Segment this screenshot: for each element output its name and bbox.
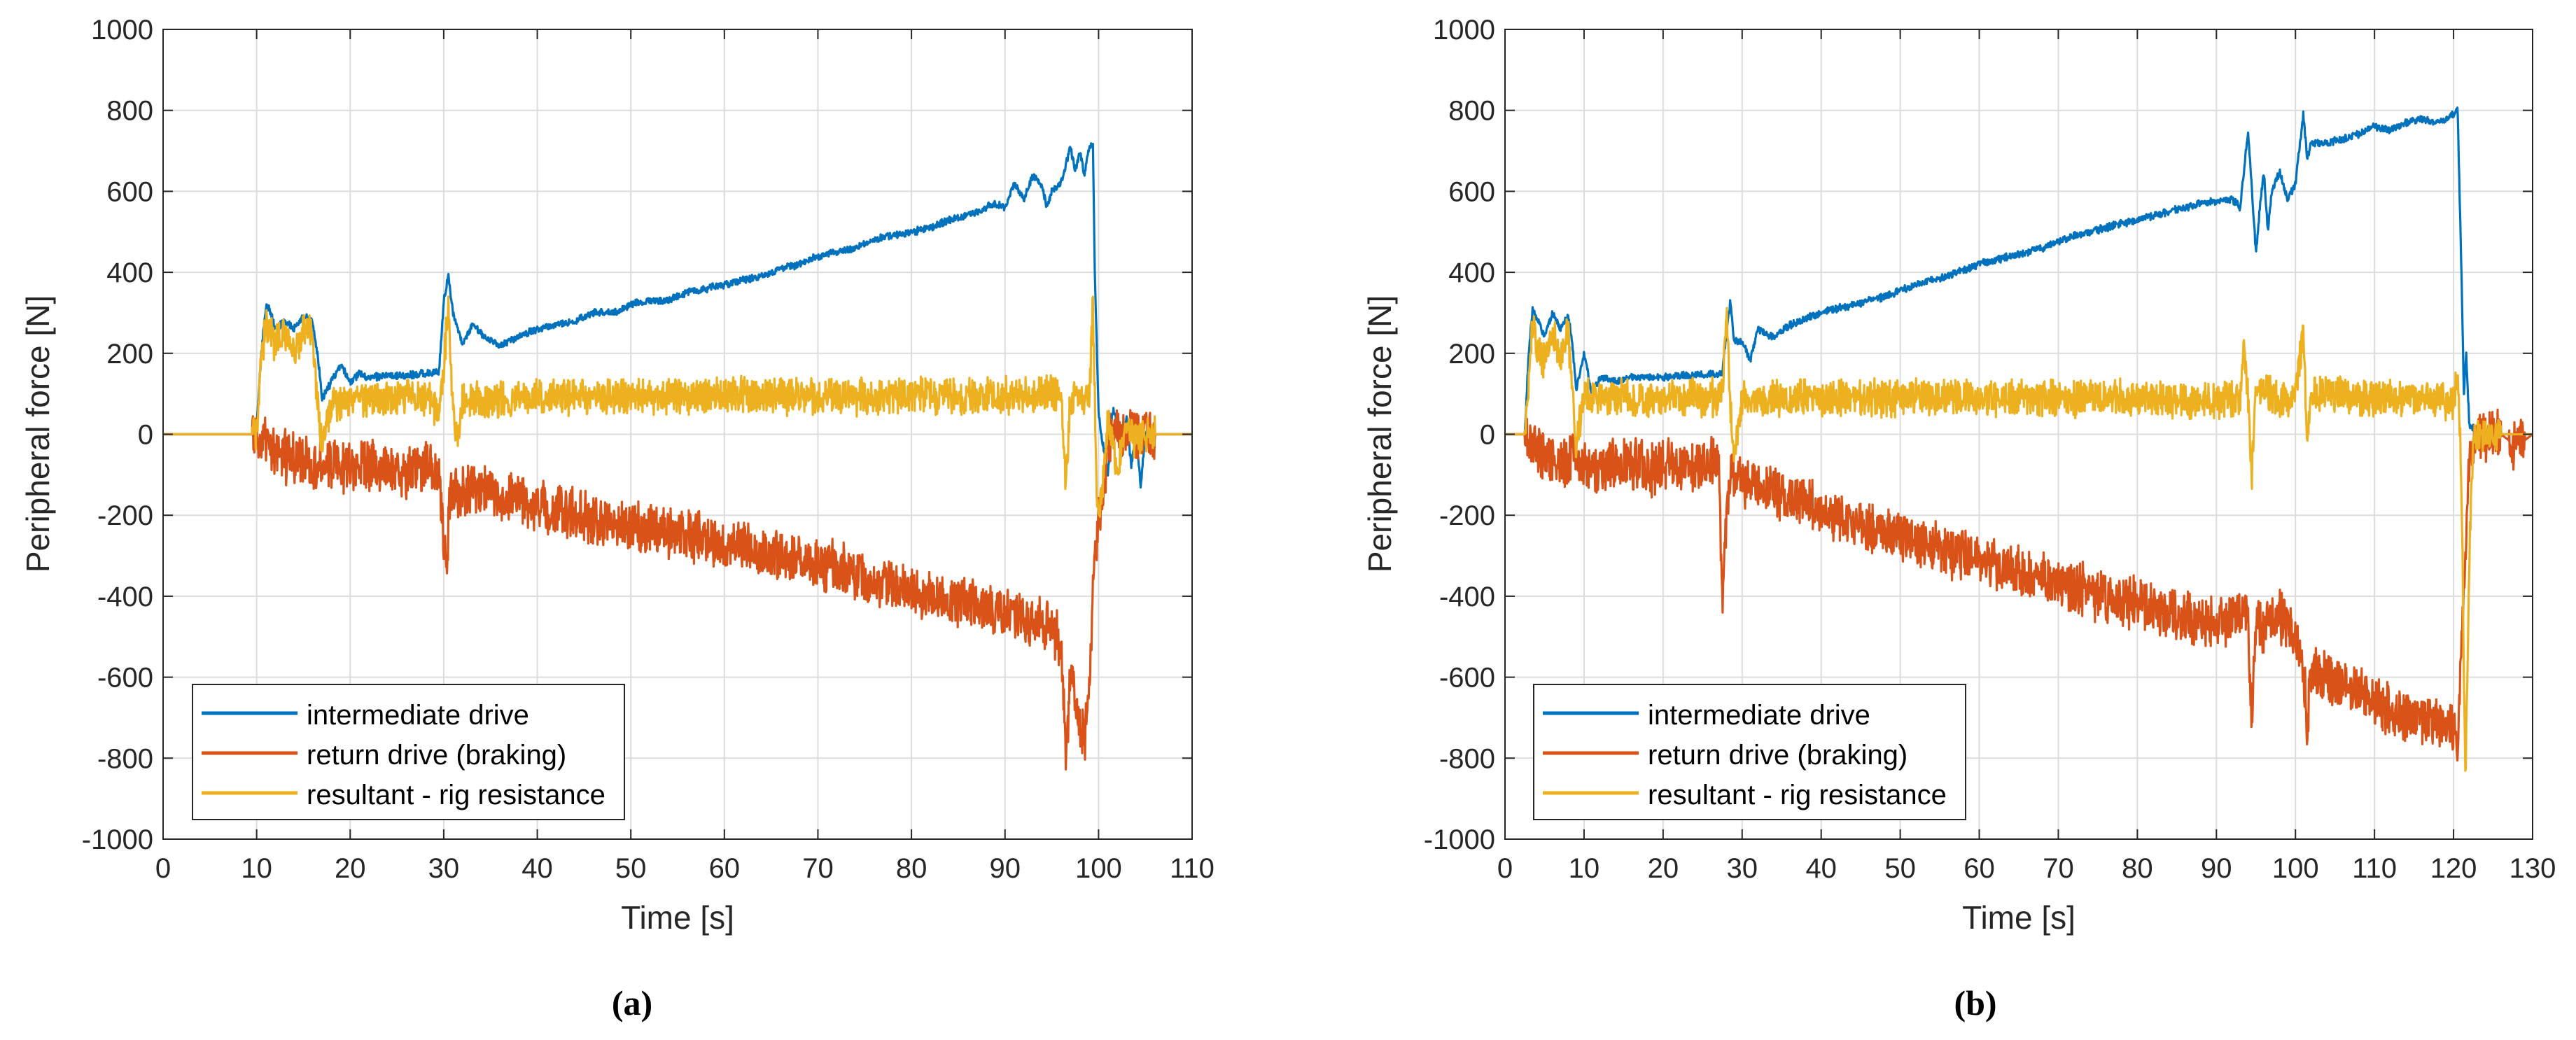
series-line-resultant-rig-resistance — [1504, 307, 2533, 772]
x-tick-label: 40 — [1805, 853, 1837, 884]
x-tick-label: 120 — [2430, 853, 2477, 884]
series-line-intermediate-drive — [162, 142, 1193, 489]
y-tick-label: 400 — [1448, 258, 1495, 288]
y-tick-label: 1000 — [1433, 15, 1495, 45]
panel-a-caption: (a) — [612, 983, 652, 1023]
x-tick-label: 30 — [1727, 853, 1758, 884]
y-tick-label: 600 — [106, 176, 153, 207]
y-tick-label: -600 — [1439, 663, 1495, 694]
y-tick-label: -200 — [97, 500, 153, 531]
x-tick-label: 60 — [1963, 853, 1995, 884]
panel-b-series — [1504, 106, 2533, 772]
y-tick-label: 800 — [106, 96, 153, 127]
panel-a-series — [162, 142, 1193, 771]
x-tick-label: 70 — [2043, 853, 2074, 884]
series-line-return-drive-braking — [162, 409, 1193, 771]
panel-b-legend-label-resultant: resultant - rig resistance — [1648, 780, 1947, 810]
panel-a-y-axis-label: Peripheral force [N] — [20, 295, 56, 572]
y-tick-label: -400 — [1439, 582, 1495, 612]
x-tick-label: 10 — [241, 853, 272, 884]
y-tick-label: -800 — [97, 743, 153, 774]
panel-b-legend-label-return: return drive (braking) — [1648, 740, 1907, 771]
x-tick-label: 20 — [335, 853, 366, 884]
x-tick-label: 90 — [2201, 853, 2232, 884]
x-tick-label: 100 — [1075, 853, 1122, 884]
y-tick-label: 1000 — [91, 15, 153, 45]
y-tick-label: 200 — [1448, 339, 1495, 370]
x-tick-label: 110 — [2352, 853, 2397, 884]
y-tick-label: 0 — [1480, 420, 1495, 451]
x-tick-label: 110 — [1170, 853, 1214, 884]
panel-b-ticks: 0 10 20 30 40 50 60 70 80 90 100 110 120 130 -1000 -800… — [1424, 15, 2556, 884]
y-tick-label: -800 — [1439, 743, 1495, 774]
y-tick-label: -600 — [97, 663, 153, 694]
x-tick-label: 30 — [428, 853, 460, 884]
x-tick-label: 40 — [522, 853, 553, 884]
panel-b-y-axis-label: Peripheral force [N] — [1362, 295, 1398, 572]
y-tick-label: 800 — [1448, 96, 1495, 127]
x-tick-label: 60 — [709, 853, 741, 884]
x-tick-label: 80 — [2122, 853, 2153, 884]
panel-b-legend-label-intermediate: intermediate drive — [1648, 700, 1870, 731]
panel-a-ticks: 0 10 20 30 40 50 60 70 80 90 100 110 -1000 -800 -600 -4… — [82, 15, 1214, 884]
series-line-intermediate-drive — [1504, 106, 2533, 439]
panel-b-chart: 0 10 20 30 40 50 60 70 80 90 100 110 120 130 -1000 -800… — [1362, 15, 2556, 1023]
panel-a-legend-label-resultant: resultant - rig resistance — [307, 780, 606, 810]
x-tick-label: 10 — [1569, 853, 1600, 884]
y-tick-label: -1000 — [1424, 824, 1495, 855]
x-tick-label: 0 — [1497, 853, 1513, 884]
y-tick-label: 600 — [1448, 176, 1495, 207]
y-tick-label: 0 — [138, 420, 153, 451]
x-tick-label: 130 — [2510, 853, 2556, 884]
panel-a-legend-label-intermediate: intermediate drive — [307, 700, 529, 731]
x-tick-label: 50 — [615, 853, 647, 884]
x-tick-label: 90 — [989, 853, 1021, 884]
x-tick-label: 50 — [1884, 853, 1916, 884]
y-tick-label: -200 — [1439, 500, 1495, 531]
panel-a-x-axis-label: Time [s] — [621, 899, 734, 936]
x-tick-label: 80 — [896, 853, 927, 884]
x-tick-label: 20 — [1648, 853, 1679, 884]
series-line-resultant-rig-resistance — [162, 295, 1193, 518]
y-tick-label: -400 — [97, 582, 153, 612]
panel-a-legend: intermediate drive return drive (braking… — [192, 684, 625, 820]
panel-a-chart: 0 10 20 30 40 50 60 70 80 90 100 110 -1000 -800 -600 -4… — [20, 15, 1214, 1023]
y-tick-label: -1000 — [82, 824, 153, 855]
x-tick-label: 70 — [802, 853, 834, 884]
panel-a-legend-label-return: return drive (braking) — [307, 740, 566, 771]
panel-b-x-axis-label: Time [s] — [1962, 899, 2076, 936]
x-tick-label: 0 — [155, 853, 171, 884]
panel-b-legend: intermediate drive return drive (braking… — [1533, 684, 1966, 820]
series-line-return-drive-braking — [1504, 408, 2533, 762]
y-tick-label: 200 — [106, 339, 153, 370]
panel-b-caption: (b) — [1954, 983, 1996, 1023]
y-tick-label: 400 — [106, 258, 153, 288]
x-tick-label: 100 — [2272, 853, 2319, 884]
